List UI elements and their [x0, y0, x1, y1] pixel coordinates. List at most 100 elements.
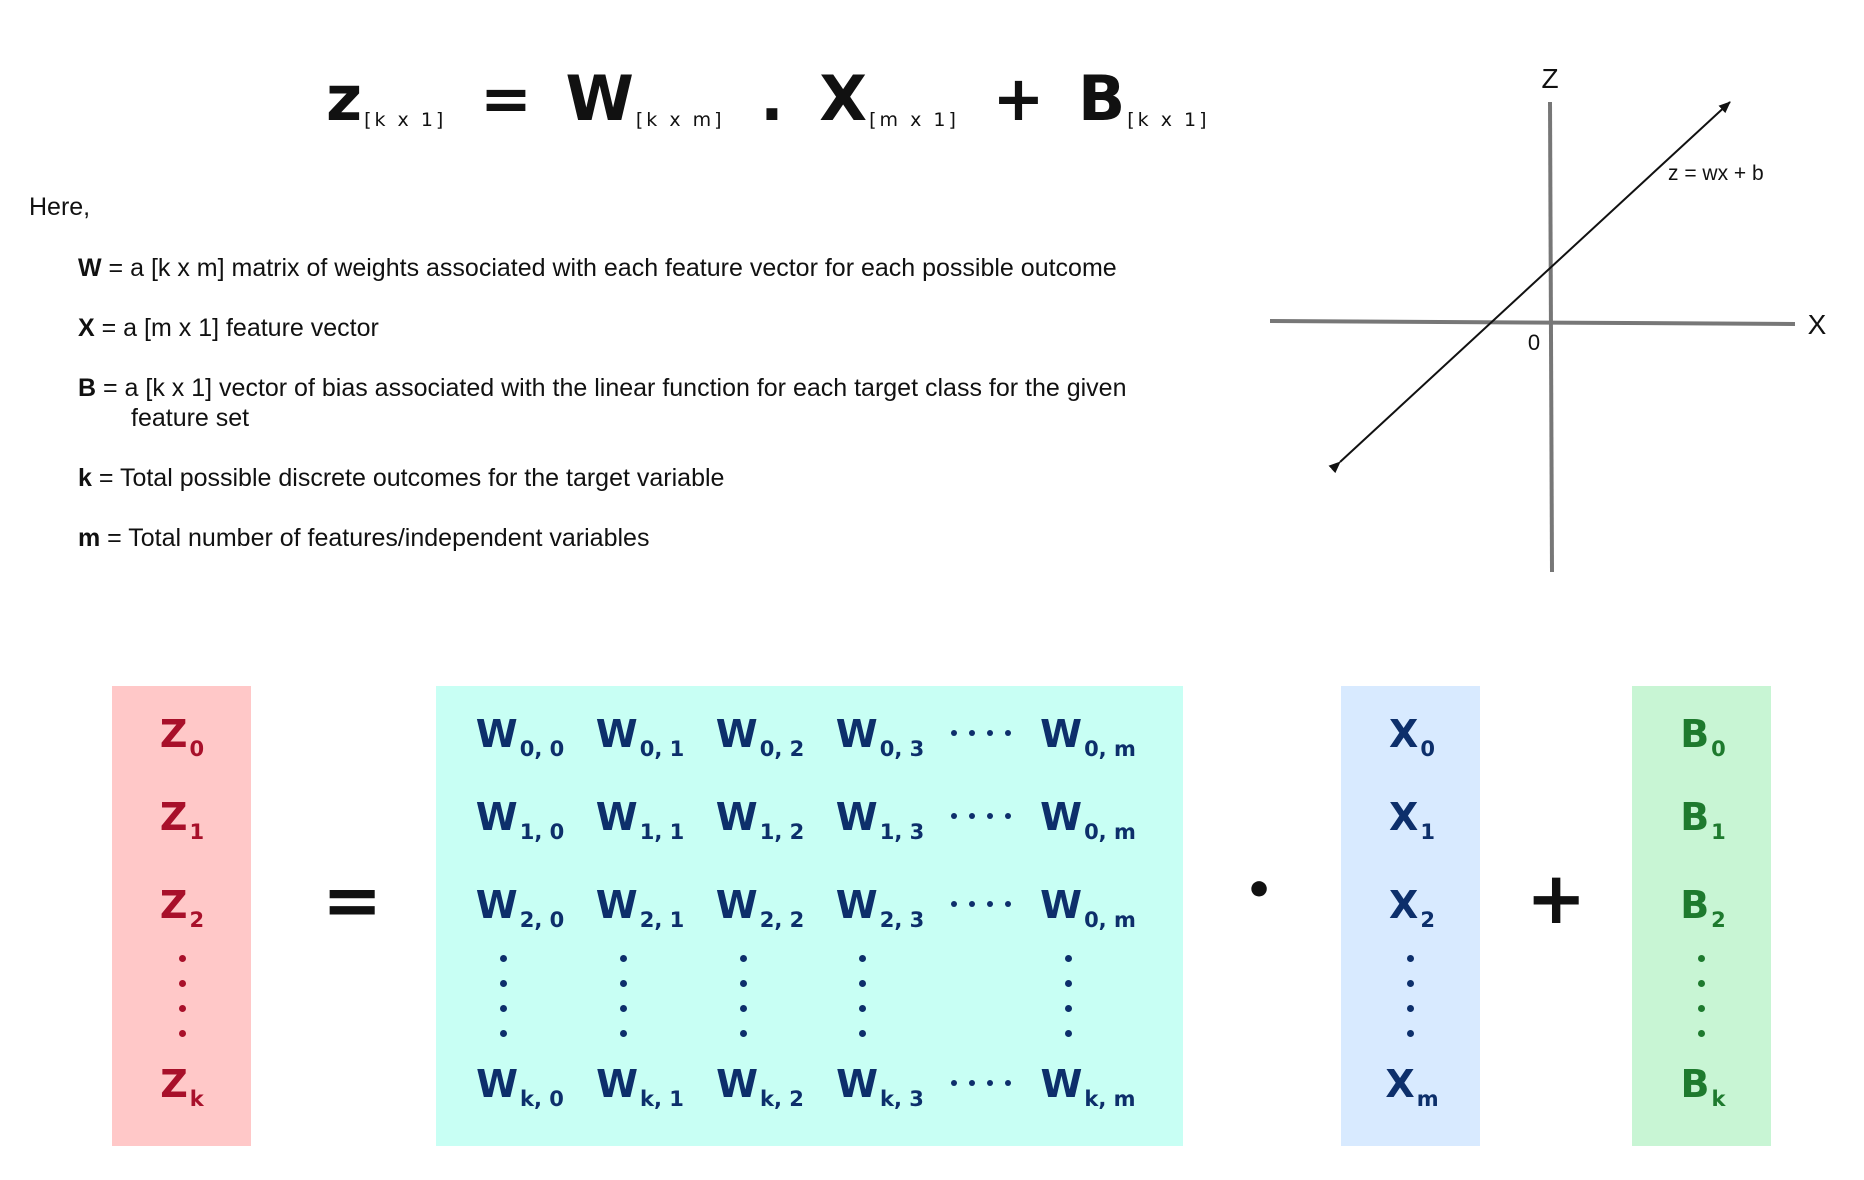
feature-vector-entry-symbol: X: [1389, 883, 1419, 927]
weight-matrix-entry-subscript: 0, 3: [879, 737, 925, 761]
z-vector-entry-symbol: Z: [159, 712, 188, 756]
z-vector-entry-symbol: Z: [159, 883, 188, 927]
vertical-ellipsis-dot: [1065, 1030, 1072, 1037]
eq-x-sub: [m x 1]: [869, 109, 959, 131]
weight-matrix-entry-symbol: W: [715, 883, 758, 927]
vertical-ellipsis-dot: [1407, 1005, 1414, 1012]
eq-x: X: [819, 62, 868, 135]
feature-vector-entry-subscript: 1: [1420, 820, 1435, 844]
linear-function-line: [1328, 101, 1731, 474]
horizontal-ellipsis-dot: [951, 1080, 957, 1086]
definition-x: X = a [m x 1] feature vector: [78, 313, 1158, 343]
vertical-ellipsis-dot: [500, 1030, 507, 1037]
weight-matrix-entry-symbol: W: [716, 1062, 759, 1106]
weight-matrix-entry: Wk, 2: [716, 1062, 804, 1111]
weight-matrix-entry-subscript: 0, m: [1084, 737, 1136, 761]
horizontal-ellipsis-dot: [969, 730, 975, 736]
eq-z-sub: [k x 1]: [364, 109, 447, 131]
vertical-ellipsis-dot: [859, 1030, 866, 1037]
vertical-ellipsis-dot: [1065, 980, 1072, 987]
weight-matrix-entry-subscript: k, 3: [880, 1087, 924, 1111]
definition-symbol: W: [78, 254, 102, 282]
here-label: Here,: [29, 193, 91, 221]
weight-matrix-entry: W0, 3: [836, 712, 924, 761]
weight-matrix-entry-symbol: W: [476, 1062, 519, 1106]
bias-vector-box: [1632, 686, 1771, 1146]
weight-matrix-entry-symbol: W: [1040, 712, 1083, 756]
weight-matrix-entry-subscript: 2, 2: [759, 908, 805, 932]
weight-matrix-entry-symbol: W: [835, 883, 878, 927]
feature-vector-entry-subscript: 0: [1420, 737, 1435, 761]
weight-matrix-entry: W2, 1: [596, 883, 684, 932]
matrix-dot-operator: •: [1245, 865, 1274, 916]
weight-matrix-entry: W0, 2: [716, 712, 804, 761]
vertical-ellipsis-dot: [740, 980, 747, 987]
definition-symbol: k: [78, 464, 92, 492]
weight-matrix-entry: W1, 1: [596, 795, 684, 844]
z-vector-entry: Z2: [160, 883, 204, 932]
vertical-ellipsis-dot: [1407, 955, 1414, 962]
vertical-ellipsis-dot: [1698, 1005, 1705, 1012]
horizontal-ellipsis-dot: [951, 813, 957, 819]
horizontal-ellipsis-dot: [969, 813, 975, 819]
weight-matrix-entry-subscript: 2, 1: [639, 908, 685, 932]
eq-w-sub: [k x m]: [635, 109, 725, 131]
feature-vector-entry: X2: [1389, 883, 1435, 932]
vertical-ellipsis-dot: [1407, 980, 1414, 987]
weight-matrix-entry-subscript: 1, 3: [879, 820, 925, 844]
eq-b-sub: [k x 1]: [1127, 109, 1210, 131]
definition-text: = a [m x 1] feature vector: [94, 314, 379, 342]
eq-w: W: [565, 62, 634, 135]
z-axis-line: [1548, 101, 1554, 573]
weight-matrix-entry-symbol: W: [836, 1062, 879, 1106]
weight-matrix-entry: W0, m: [1040, 795, 1136, 844]
weight-matrix-entry: W1, 2: [716, 795, 804, 844]
bias-vector-entry-subscript: 0: [1711, 737, 1726, 761]
bias-vector-entry-symbol: B: [1680, 712, 1710, 756]
weight-matrix-entry-symbol: W: [1040, 1062, 1083, 1106]
vertical-ellipsis-dot: [1698, 1030, 1705, 1037]
vertical-ellipsis-dot: [1698, 980, 1705, 987]
weight-matrix-entry: W2, 0: [476, 883, 564, 932]
horizontal-ellipsis-dot: [969, 1080, 975, 1086]
vertical-ellipsis-dot: [179, 1005, 186, 1012]
vertical-ellipsis-dot: [500, 955, 507, 962]
horizontal-ellipsis-dot: [1005, 901, 1011, 907]
z-vector-entry: Z1: [160, 795, 204, 844]
weight-matrix-entry-symbol: W: [715, 712, 758, 756]
horizontal-ellipsis-dot: [1005, 813, 1011, 819]
definition-text: = a [k x m] matrix of weights associated…: [101, 254, 1117, 282]
definition-k: k = Total possible discrete outcomes for…: [78, 463, 1158, 493]
bias-vector-entry-symbol: B: [1680, 795, 1710, 839]
vertical-ellipsis-dot: [859, 980, 866, 987]
definition-text: = Total possible discrete outcomes for t…: [91, 464, 725, 492]
vertical-ellipsis-dot: [500, 980, 507, 987]
weight-matrix-entry-symbol: W: [1040, 795, 1083, 839]
bias-vector-entry: Bk: [1681, 1062, 1726, 1111]
weight-matrix-entry: Wk, 1: [596, 1062, 684, 1111]
weight-matrix-entry: W0, 0: [476, 712, 564, 761]
z-vector-entry-symbol: Z: [160, 1062, 188, 1106]
weight-matrix-entry: W2, 2: [716, 883, 804, 932]
vertical-ellipsis-dot: [740, 1030, 747, 1037]
weight-matrix-entry-subscript: k, 2: [760, 1087, 804, 1111]
weight-matrix-entry-subscript: k, 0: [520, 1087, 564, 1111]
vertical-ellipsis-dot: [740, 955, 747, 962]
feature-vector-entry: X1: [1389, 795, 1435, 844]
weight-matrix-entry: W0, m: [1040, 712, 1136, 761]
horizontal-ellipsis-dot: [987, 813, 993, 819]
weight-matrix-entry: W0, m: [1040, 883, 1136, 932]
weight-matrix-entry-subscript: 2, 0: [519, 908, 565, 932]
horizontal-ellipsis-dot: [987, 1080, 993, 1086]
weight-matrix-entry-symbol: W: [596, 1062, 639, 1106]
vertical-ellipsis-dot: [1407, 1030, 1414, 1037]
origin-label: 0: [1528, 330, 1540, 355]
z-vector-entry-subscript: 0: [189, 737, 205, 761]
z-vector-entry-symbol: Z: [159, 795, 188, 839]
weight-matrix-entry-subscript: 1, 0: [519, 820, 565, 844]
axes-diagram: Z X 0 z = wx + b: [1269, 63, 1827, 573]
vertical-ellipsis-dot: [179, 980, 186, 987]
z-vector-entry: Z0: [160, 712, 204, 761]
eq-equals: =: [479, 62, 532, 135]
feature-vector-entry: Xm: [1385, 1062, 1438, 1111]
